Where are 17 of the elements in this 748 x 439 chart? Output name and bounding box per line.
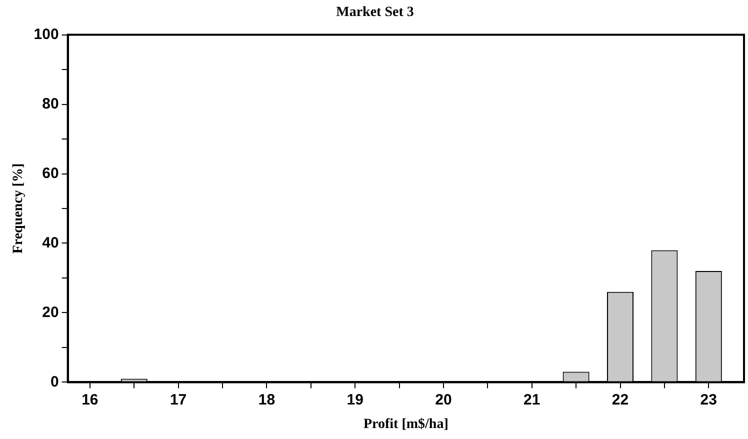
x-tick-label: 23 xyxy=(700,391,717,408)
y-axis-title: Frequency [%] xyxy=(11,163,26,254)
x-tick-label: 17 xyxy=(170,391,187,408)
y-tick-label: 40 xyxy=(42,234,59,252)
x-tick-label: 20 xyxy=(435,391,452,408)
y-tick-label: 0 xyxy=(50,373,59,390)
y-tick-label: 20 xyxy=(42,304,59,321)
x-tick-label: 21 xyxy=(524,391,540,408)
x-tick-label: 19 xyxy=(346,391,364,408)
x-tick-label: 22 xyxy=(612,391,629,408)
x-axis-title: Profit [m$/ha] xyxy=(363,417,448,432)
y-tick-label: 100 xyxy=(34,26,59,43)
chart-title: Market Set 3 xyxy=(336,5,414,20)
y-tick-label: 60 xyxy=(42,164,59,182)
x-tick-label: 18 xyxy=(258,391,276,408)
y-tick-label: 80 xyxy=(42,95,59,112)
x-tick-label: 16 xyxy=(82,391,98,408)
